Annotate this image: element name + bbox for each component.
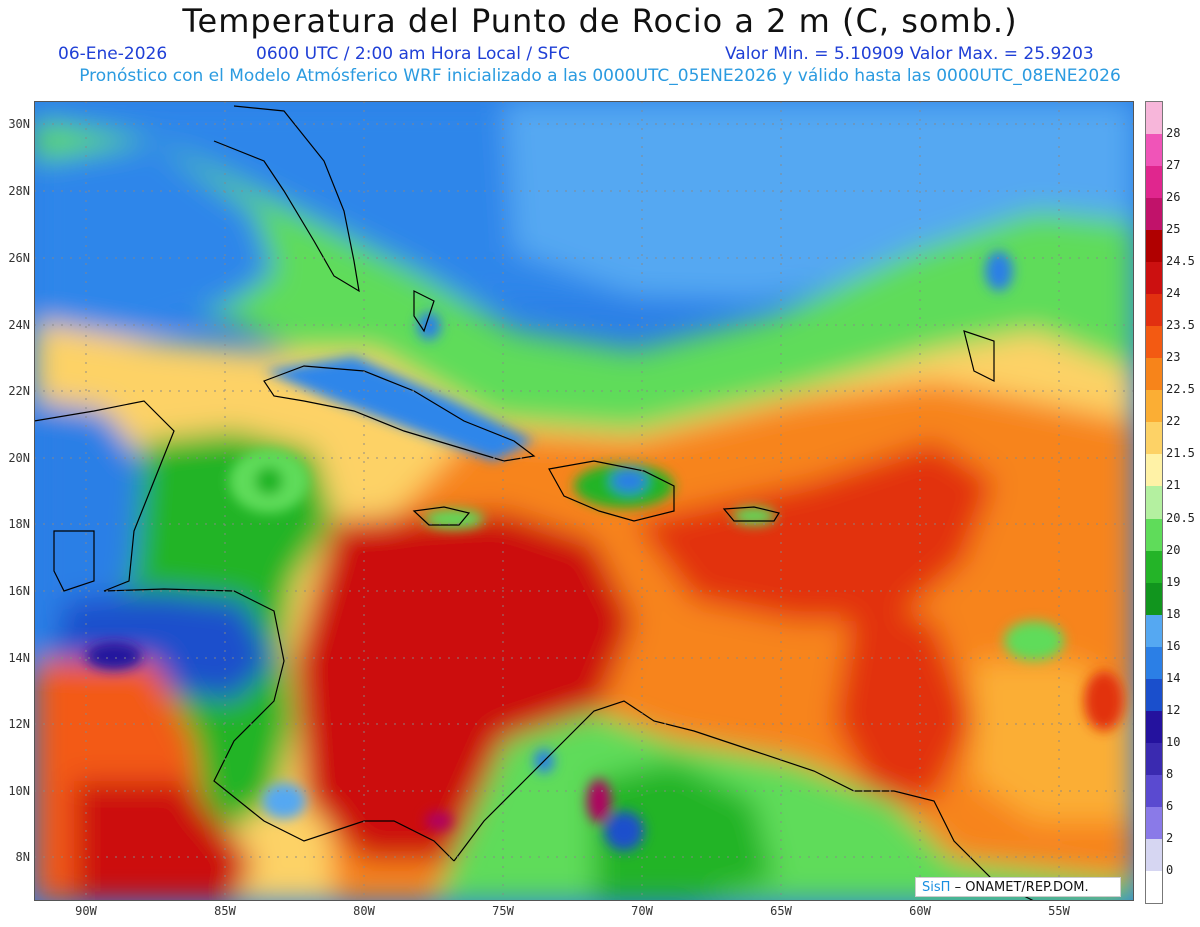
colorbar-level-label: 20.5 — [1166, 510, 1195, 525]
lon-label: 90W — [75, 904, 97, 918]
colorbar-level-label: 2 — [1166, 830, 1174, 845]
colorbar-level-label: 10 — [1166, 734, 1181, 749]
lat-label: 24N — [8, 318, 30, 332]
lat-label: 20N — [8, 451, 30, 465]
dewpoint-map — [34, 101, 1134, 901]
colorbar-swatch — [1146, 230, 1162, 263]
colorbar-swatch — [1146, 518, 1162, 552]
lon-label: 70W — [631, 904, 653, 918]
colorbar-level-label: 23 — [1166, 350, 1181, 365]
colorbar-swatch — [1146, 262, 1162, 295]
lat-label: 16N — [8, 584, 30, 598]
lon-label: 85W — [214, 904, 236, 918]
colorbar-level-label: 27 — [1166, 158, 1181, 173]
lat-label: 18N — [8, 517, 30, 531]
lat-label: 22N — [8, 384, 30, 398]
colorbar-swatch — [1146, 166, 1162, 199]
model-info: Pronóstico con el Modelo Atmósferico WRF… — [79, 66, 1121, 86]
colorbar-level-label: 21.5 — [1166, 446, 1195, 461]
map-title: Temperatura del Punto de Rocio a 2 m (C,… — [182, 2, 1018, 40]
colorbar-level-label: 28 — [1166, 126, 1181, 141]
colorbar-level-label: 26 — [1166, 190, 1181, 205]
colorbar-swatch — [1146, 710, 1162, 744]
colorbar-level-label: 12 — [1166, 702, 1181, 717]
credit-org: – ONAMET/REP.DOM. — [954, 880, 1089, 895]
lat-label: 28N — [8, 184, 30, 198]
colorbar-swatch — [1146, 102, 1162, 135]
colorbar-level-label: 19 — [1166, 574, 1181, 589]
sispi-logo: SisΠ — [922, 880, 951, 895]
colorbar-swatch — [1146, 678, 1162, 712]
colorbar-level-label: 16 — [1166, 638, 1181, 653]
min-max-values: Valor Min. = 5.10909 Valor Max. = 25.920… — [725, 44, 1094, 64]
lat-label: 10N — [8, 784, 30, 798]
colorbar-level-label: 18 — [1166, 606, 1181, 621]
forecast-time-info: 0600 UTC / 2:00 am Hora Local / SFC — [256, 44, 570, 64]
colorbar-swatch — [1146, 774, 1162, 808]
colorbar-swatch — [1146, 486, 1162, 519]
colorbar-level-label: 22.5 — [1166, 382, 1195, 397]
colorbar-swatch — [1146, 838, 1162, 872]
credit-badge: SisΠ – ONAMET/REP.DOM. — [915, 877, 1121, 897]
colorbar-swatch — [1146, 294, 1162, 327]
lat-label: 26N — [8, 251, 30, 265]
colorbar-swatch — [1146, 358, 1162, 391]
colorbar-swatch — [1146, 422, 1162, 455]
lat-label: 14N — [8, 651, 30, 665]
colorbar-swatch — [1146, 742, 1162, 776]
lon-label: 60W — [909, 904, 931, 918]
lat-label: 12N — [8, 717, 30, 731]
colorbar-level-label: 21 — [1166, 478, 1181, 493]
colorbar-swatch — [1146, 870, 1162, 904]
colorbar-swatch — [1146, 454, 1162, 487]
lat-label: 8N — [15, 850, 30, 864]
lat-label: 30N — [8, 117, 30, 131]
forecast-date: 06-Ene-2026 — [58, 44, 168, 64]
colorbar-swatch — [1146, 646, 1162, 680]
colorbar-swatch — [1146, 198, 1162, 231]
lon-label: 80W — [353, 904, 375, 918]
lon-label: 75W — [492, 904, 514, 918]
colorbar — [1145, 101, 1163, 904]
lon-label: 65W — [770, 904, 792, 918]
colorbar-level-label: 24 — [1166, 286, 1181, 301]
colorbar-level-label: 0 — [1166, 862, 1174, 877]
colorbar-level-label: 25 — [1166, 222, 1181, 237]
colorbar-swatch — [1146, 326, 1162, 359]
colorbar-swatch — [1146, 806, 1162, 840]
colorbar-swatch — [1146, 550, 1162, 584]
colorbar-level-label: 6 — [1166, 798, 1174, 813]
colorbar-level-label: 23.5 — [1166, 318, 1195, 333]
colorbar-level-label: 24.5 — [1166, 254, 1195, 269]
colorbar-level-label: 20 — [1166, 542, 1181, 557]
lon-label: 55W — [1048, 904, 1070, 918]
colorbar-swatch — [1146, 390, 1162, 423]
colorbar-level-label: 8 — [1166, 766, 1174, 781]
colorbar-swatch — [1146, 582, 1162, 616]
colorbar-level-label: 14 — [1166, 670, 1181, 685]
colorbar-swatch — [1146, 614, 1162, 648]
colorbar-swatch — [1146, 134, 1162, 167]
colorbar-level-label: 22 — [1166, 414, 1181, 429]
